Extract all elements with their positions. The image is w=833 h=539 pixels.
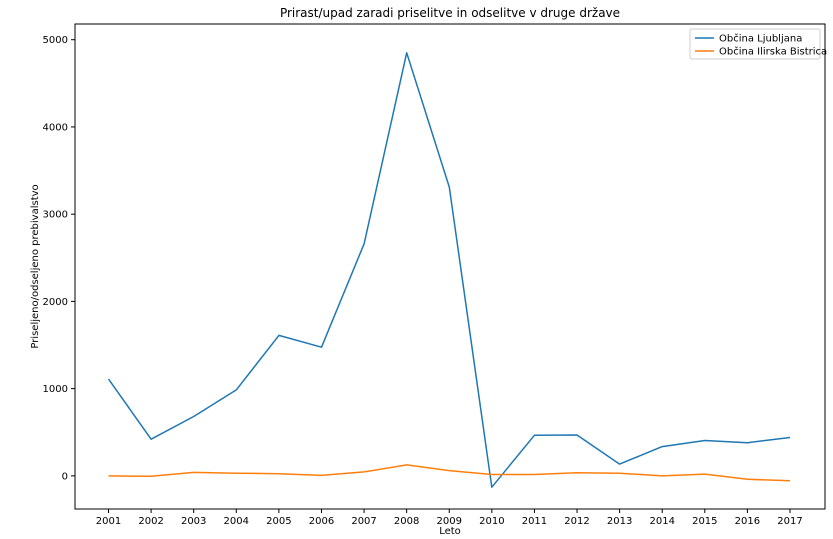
y-tick-label: 4000 xyxy=(43,122,68,133)
legend-box xyxy=(689,28,821,60)
x-tick-label: 2012 xyxy=(564,516,589,527)
y-tick-label: 1000 xyxy=(43,384,68,395)
x-tick-label: 2007 xyxy=(351,516,376,527)
x-axis-title: Leto xyxy=(439,526,461,537)
x-tick-label: 2003 xyxy=(181,516,206,527)
x-tick-label: 2009 xyxy=(437,516,462,527)
x-tick-label: 2011 xyxy=(522,516,547,527)
series-line-2 xyxy=(108,464,791,482)
x-tick-label: 2004 xyxy=(224,516,249,527)
chart-title: Prirast/upad zaradi priselitve in odseli… xyxy=(280,6,620,20)
series-layer xyxy=(107,52,791,488)
series-line-1 xyxy=(107,52,791,488)
y-axis: 0 1000 2000 3000 4000 5000 xyxy=(43,35,75,482)
x-tick-label: 2006 xyxy=(309,516,334,527)
x-tick-label: 2001 xyxy=(96,516,121,527)
x-tick-label: 2016 xyxy=(735,516,760,527)
y-tick-label: 3000 xyxy=(43,210,68,221)
x-tick-label: 2010 xyxy=(479,516,504,527)
x-tick-label: 2014 xyxy=(649,516,674,527)
y-tick-label: 5000 xyxy=(43,35,68,46)
x-axis: 2001 2002 2003 2004 2005 2006 2007 2008 2009 2010… xyxy=(96,509,803,527)
plot-frame xyxy=(74,23,826,510)
y-axis-title: Priseljeno/odseljeno prebivalstvo xyxy=(30,184,41,348)
legend-label-1: Občina Ljubljana xyxy=(719,33,802,45)
y-tick-label: 0 xyxy=(62,471,68,482)
x-tick-label: 2017 xyxy=(777,516,802,527)
legend-label-2: Občina Ilirska Bistrica xyxy=(719,46,827,58)
x-tick-label: 2015 xyxy=(692,516,717,527)
x-tick-label: 2008 xyxy=(394,516,419,527)
x-tick-label: 2005 xyxy=(266,516,291,527)
y-tick-label: 2000 xyxy=(43,297,68,308)
x-tick-label: 2013 xyxy=(607,516,632,527)
x-tick-label: 2002 xyxy=(138,516,163,527)
